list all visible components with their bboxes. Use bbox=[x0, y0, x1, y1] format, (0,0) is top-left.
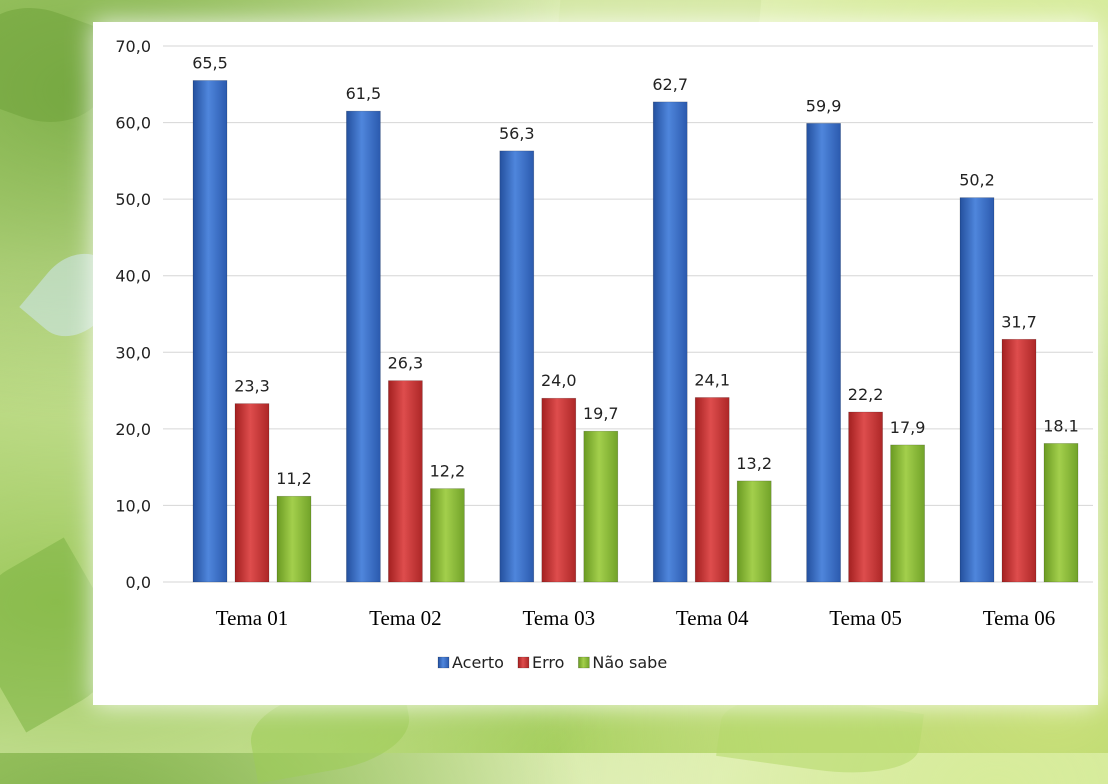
data-label: 13,2 bbox=[736, 454, 772, 473]
data-label: 22,2 bbox=[848, 385, 884, 404]
x-axis-categories: Tema 01 Tema 02 Tema 03 Tema 04 Tema 05 Tema … bbox=[216, 606, 1056, 630]
bars bbox=[192, 80, 1079, 583]
bar-erro bbox=[848, 411, 883, 583]
y-tick-label: 60,0 bbox=[115, 114, 151, 133]
category-label: Tema 06 bbox=[983, 606, 1056, 630]
y-tick-label: 50,0 bbox=[115, 190, 151, 209]
legend-swatch bbox=[578, 656, 590, 669]
y-tick-label: 0,0 bbox=[126, 573, 151, 592]
category-label: Tema 03 bbox=[523, 606, 596, 630]
legend-label: Erro bbox=[532, 653, 564, 672]
data-label: 24,1 bbox=[694, 370, 730, 389]
data-label: 62,7 bbox=[652, 75, 688, 94]
data-label: 59,9 bbox=[806, 96, 842, 115]
legend-label: Acerto bbox=[452, 653, 504, 672]
legend-label: Não sabe bbox=[592, 653, 667, 672]
bar-acerto bbox=[806, 123, 841, 583]
y-tick-label: 70,0 bbox=[115, 37, 151, 56]
data-label: 56,3 bbox=[499, 124, 535, 143]
y-tick-label: 20,0 bbox=[115, 420, 151, 439]
bar-n-o-sabe bbox=[890, 444, 925, 583]
bar-n-o-sabe bbox=[583, 430, 619, 583]
bar-erro bbox=[1001, 338, 1037, 583]
bar-n-o-sabe bbox=[736, 480, 772, 583]
bar-acerto bbox=[499, 150, 535, 583]
legend: Acerto Erro Não sabe bbox=[437, 653, 667, 672]
data-label: 61,5 bbox=[346, 84, 382, 103]
category-label: Tema 02 bbox=[369, 606, 442, 630]
data-label: 65,5 bbox=[192, 53, 228, 72]
data-label: 19,7 bbox=[583, 404, 619, 423]
data-label: 50,2 bbox=[959, 171, 995, 190]
category-label: Tema 04 bbox=[676, 606, 749, 630]
gridlines bbox=[163, 45, 1093, 583]
data-label: 24,0 bbox=[541, 371, 577, 390]
y-tick-label: 40,0 bbox=[115, 267, 151, 286]
chart-panel: 0,0 10,0 20,0 30,0 40,0 50,0 60,0 70,0 65,5 23,3… bbox=[93, 22, 1098, 705]
bar-n-o-sabe bbox=[1043, 443, 1079, 583]
bar-erro bbox=[694, 397, 730, 583]
data-label: 23,3 bbox=[234, 377, 270, 396]
bar-erro bbox=[234, 403, 270, 583]
data-label: 31,7 bbox=[1001, 312, 1037, 331]
bar-chart: 0,0 10,0 20,0 30,0 40,0 50,0 60,0 70,0 65,5 23,3… bbox=[115, 37, 1093, 672]
legend-swatch bbox=[517, 656, 530, 669]
data-label: 26,3 bbox=[388, 354, 424, 373]
data-label: 12,2 bbox=[430, 462, 466, 481]
category-label: Tema 05 bbox=[829, 606, 902, 630]
bar-erro bbox=[388, 380, 423, 583]
bar-n-o-sabe bbox=[430, 488, 465, 583]
legend-swatch bbox=[437, 656, 450, 669]
y-axis-ticks: 0,0 10,0 20,0 30,0 40,0 50,0 60,0 70,0 bbox=[115, 37, 151, 592]
data-labels: 65,5 23,3 11,2 61,5 26,3 12,2 56,3 24,0 19,7 62,7… bbox=[192, 53, 1079, 488]
bar-acerto bbox=[346, 110, 381, 583]
bar-acerto bbox=[192, 80, 228, 583]
bar-acerto bbox=[652, 101, 688, 583]
bar-acerto bbox=[959, 197, 995, 583]
bar-erro bbox=[541, 397, 577, 583]
y-tick-label: 30,0 bbox=[115, 343, 151, 362]
data-label: 11,2 bbox=[276, 469, 312, 488]
bar-n-o-sabe bbox=[276, 495, 312, 583]
y-tick-label: 10,0 bbox=[115, 496, 151, 515]
data-label: 18.1 bbox=[1043, 416, 1079, 435]
category-label: Tema 01 bbox=[216, 606, 289, 630]
data-label: 17,9 bbox=[890, 418, 926, 437]
